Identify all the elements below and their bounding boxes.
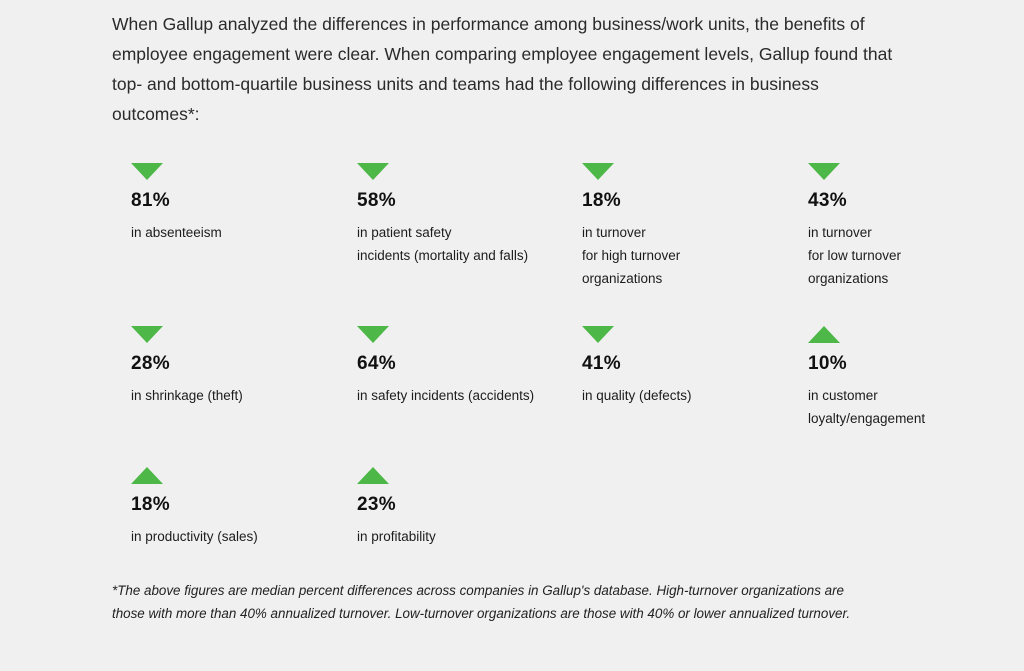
stat-description: in shrinkage (theft) <box>131 384 346 407</box>
stat-item: 18% in productivity (sales) <box>131 467 346 548</box>
stat-item: 81% in absenteeism <box>131 163 346 244</box>
triangle-up-icon <box>357 467 389 484</box>
stat-item: 58% in patient safety incidents (mortality… <box>357 163 572 267</box>
stat-description: in absenteeism <box>131 221 346 244</box>
stat-value: 81% <box>131 190 170 211</box>
stat-item: 18% in turnover for high turnover organizat… <box>582 163 797 290</box>
stat-description: in turnover for low turnover organizations <box>808 221 1023 290</box>
stat-description-line: in patient safety <box>357 225 452 240</box>
triangle-up-icon <box>131 467 163 484</box>
stat-description-line: in quality (defects) <box>582 388 692 403</box>
stat-value: 10% <box>808 353 847 374</box>
stat-description: in patient safety incidents (mortality an… <box>357 221 572 267</box>
stat-description-line: in absenteeism <box>131 225 222 240</box>
stat-item: 64% in safety incidents (accidents) <box>357 326 572 407</box>
stat-value: 18% <box>131 494 170 515</box>
triangle-down-icon <box>357 326 389 343</box>
stat-description: in safety incidents (accidents) <box>357 384 572 407</box>
stat-description-line: in turnover <box>808 225 872 240</box>
stat-description-line: in customer <box>808 388 878 403</box>
intro-paragraph: When Gallup analyzed the differences in … <box>112 14 893 124</box>
stat-description-line: in shrinkage (theft) <box>131 388 243 403</box>
stat-description-line: for high turnover <box>582 248 681 263</box>
stat-description-line: for low turnover <box>808 248 902 263</box>
stat-value: 43% <box>808 190 847 211</box>
stat-description-line: loyalty/engagement <box>808 411 926 426</box>
stat-description-line: incidents (mortality and falls) <box>357 248 529 263</box>
triangle-up-icon <box>808 326 840 343</box>
stat-value: 28% <box>131 353 170 374</box>
stat-description-line: organizations <box>808 271 889 286</box>
triangle-down-icon <box>357 163 389 180</box>
stat-value: 41% <box>582 353 621 374</box>
stat-item: 43% in turnover for low turnover organizati… <box>808 163 1023 290</box>
stat-description-line: in safety incidents (accidents) <box>357 388 535 403</box>
triangle-down-icon <box>582 326 614 343</box>
triangle-down-icon <box>808 163 840 180</box>
stat-item: 10% in customer loyalty/engagement <box>808 326 1023 430</box>
stat-value: 23% <box>357 494 396 515</box>
stat-description: in profitability <box>357 525 572 548</box>
triangle-down-icon <box>131 163 163 180</box>
triangle-down-icon <box>131 326 163 343</box>
stat-value: 58% <box>357 190 396 211</box>
stat-description-line: in productivity (sales) <box>131 529 258 544</box>
stat-item: 41% in quality (defects) <box>582 326 797 407</box>
stat-item: 28% in shrinkage (theft) <box>131 326 346 407</box>
triangle-down-icon <box>582 163 614 180</box>
stat-description-line: in profitability <box>357 529 436 544</box>
stat-value: 18% <box>582 190 621 211</box>
stat-description: in quality (defects) <box>582 384 797 407</box>
stat-value: 64% <box>357 353 396 374</box>
stat-item: 23% in profitability <box>357 467 572 548</box>
stat-description: in turnover for high turnover organization… <box>582 221 797 290</box>
stat-description: in customer loyalty/engagement <box>808 384 1023 430</box>
stat-description-line: in turnover <box>582 225 646 240</box>
footnote: *The above figures are median percent di… <box>112 583 851 621</box>
stat-description: in productivity (sales) <box>131 525 346 548</box>
stat-description-line: organizations <box>582 271 663 286</box>
